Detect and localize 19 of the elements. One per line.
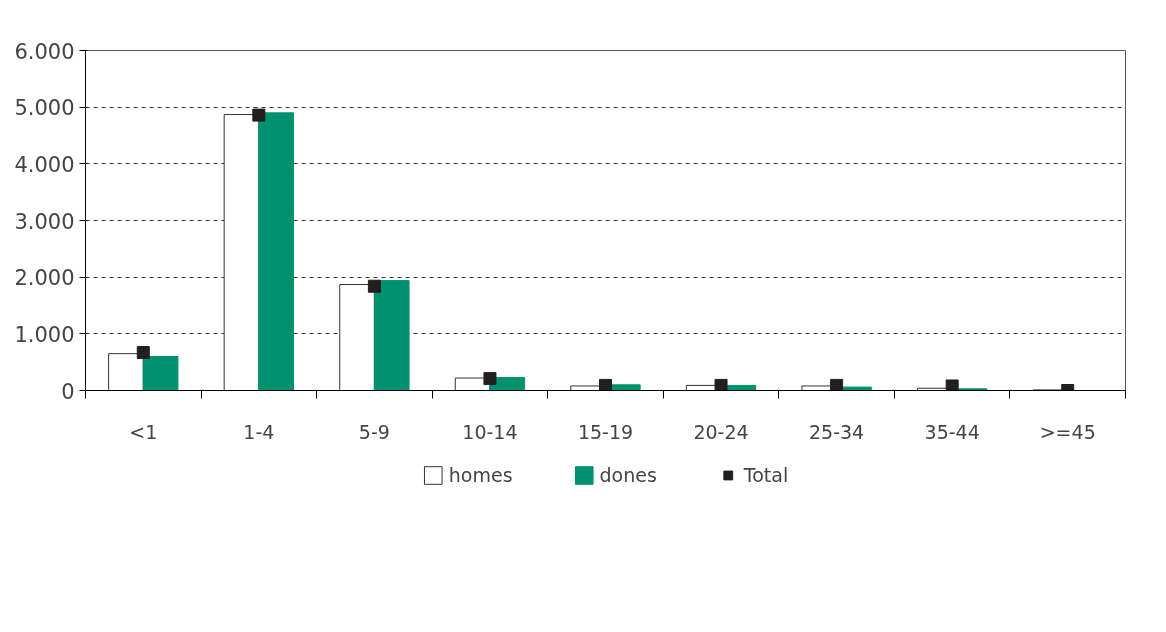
x-tick-label: 1-4	[243, 420, 275, 443]
y-tick-label: 0	[61, 379, 75, 404]
y-tick-label: 4.000	[14, 152, 75, 177]
legend-label: dones	[599, 464, 657, 486]
x-tick-label: 25-34	[809, 420, 865, 443]
y-tick-label: 1.000	[14, 322, 75, 347]
legend-label: homes	[448, 464, 513, 486]
x-tick-label: 20-24	[693, 420, 749, 443]
x-tick-label: 35-44	[924, 420, 980, 443]
legend-label: Total	[743, 464, 789, 486]
y-tick-label: 5.000	[14, 96, 75, 121]
y-tick-label: 6.000	[14, 39, 75, 64]
y-tick-label: 2.000	[14, 266, 75, 291]
x-tick-label: 10-14	[462, 420, 518, 443]
y-tick-label: 3.000	[14, 209, 75, 234]
x-tick-label: >=45	[1039, 420, 1096, 443]
x-tick-label: <1	[129, 420, 158, 443]
x-tick-label: 15-19	[577, 420, 634, 443]
x-tick-label: 5-9	[358, 420, 390, 443]
